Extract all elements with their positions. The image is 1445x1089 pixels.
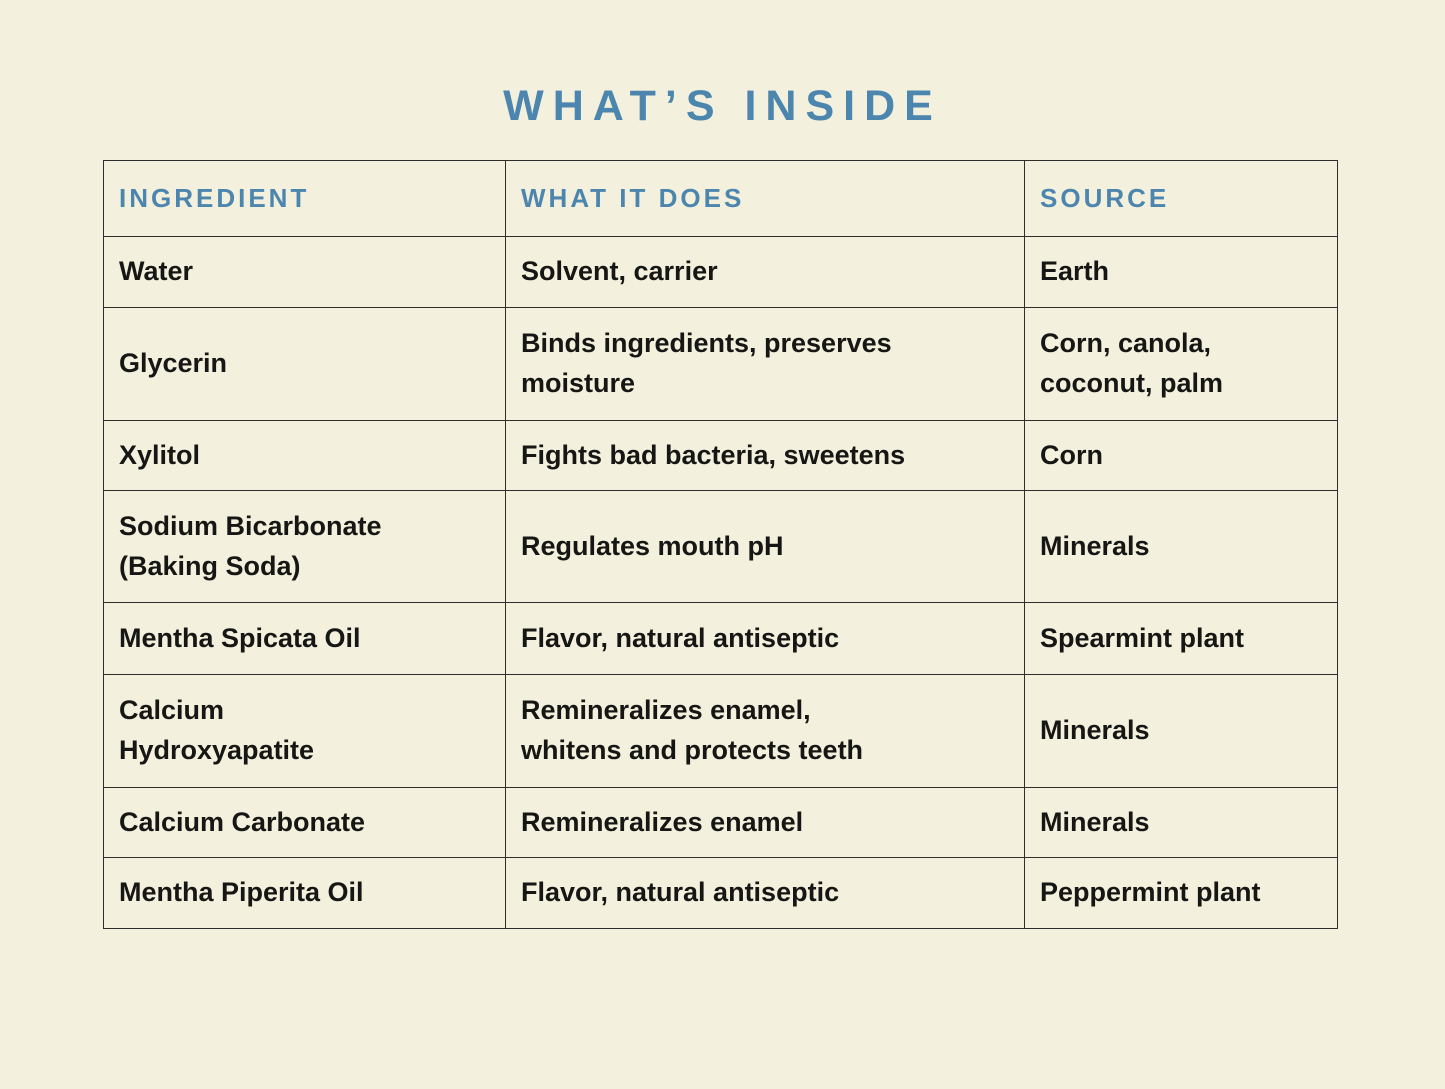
cell-source: Spearmint plant [1024,602,1338,675]
cell-what-it-does: Remineralizes enamel [505,787,1025,858]
cell-ingredient: Glycerin [103,307,506,421]
table-row: Glycerin Binds ingredients, preserves mo… [103,307,1338,421]
cell-what-it-does: Fights bad bacteria, sweetens [505,420,1025,491]
cell-ingredient: Calcium Hydroxyapatite [103,674,506,788]
table-row: Mentha Piperita Oil Flavor, natural anti… [103,857,1338,929]
cell-what-it-does: Remineralizes enamel, whitens and protec… [505,674,1025,788]
column-header-what-it-does: WHAT IT DOES [505,160,1025,237]
column-header-source: SOURCE [1024,160,1338,237]
cell-source: Corn, canola, coconut, palm [1024,307,1338,421]
ingredients-table: INGREDIENT WHAT IT DOES SOURCE Water Sol… [103,160,1338,929]
cell-what-it-does: Binds ingredients, preserves moisture [505,307,1025,421]
column-header-ingredient: INGREDIENT [103,160,506,237]
cell-what-it-does: Flavor, natural antiseptic [505,857,1025,929]
cell-source: Minerals [1024,490,1338,603]
table-header-row: INGREDIENT WHAT IT DOES SOURCE [103,160,1338,237]
cell-ingredient: Water [103,236,506,308]
cell-ingredient: Mentha Piperita Oil [103,857,506,929]
cell-source: Earth [1024,236,1338,308]
cell-what-it-does: Solvent, carrier [505,236,1025,308]
cell-source: Peppermint plant [1024,857,1338,929]
cell-ingredient: Calcium Carbonate [103,787,506,858]
cell-source: Minerals [1024,674,1338,788]
cell-what-it-does: Flavor, natural antiseptic [505,602,1025,675]
cell-ingredient: Sodium Bicarbonate (Baking Soda) [103,490,506,603]
cell-source: Corn [1024,420,1338,491]
table-row: Sodium Bicarbonate (Baking Soda) Regulat… [103,490,1338,603]
table-row: Xylitol Fights bad bacteria, sweetens Co… [103,420,1338,491]
cell-ingredient: Xylitol [103,420,506,491]
table-row: Water Solvent, carrier Earth [103,236,1338,308]
cell-ingredient: Mentha Spicata Oil [103,602,506,675]
cell-what-it-does: Regulates mouth pH [505,490,1025,603]
cell-source: Minerals [1024,787,1338,858]
table-row: Mentha Spicata Oil Flavor, natural antis… [103,602,1338,675]
page-title: WHAT’S INSIDE [503,82,942,130]
table-row: Calcium Hydroxyapatite Remineralizes ena… [103,674,1338,788]
table-row: Calcium Carbonate Remineralizes enamel M… [103,787,1338,858]
